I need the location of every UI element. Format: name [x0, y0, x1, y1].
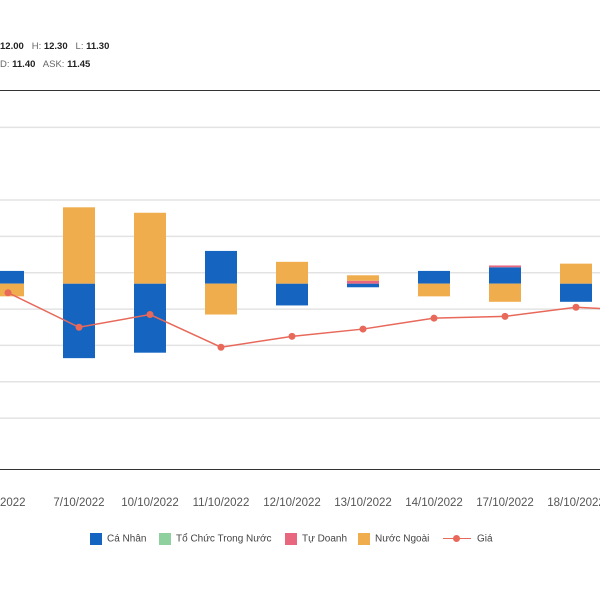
legend-swatch-tu-doanh	[285, 533, 297, 545]
low-value: 11.30	[86, 41, 110, 52]
price-point-7	[501, 312, 509, 320]
price-point-2	[146, 311, 154, 319]
price-point-3	[217, 343, 225, 351]
price-point-6	[430, 314, 438, 322]
legend-label: Tổ Chức Trong Nước	[176, 533, 272, 545]
chart-frame	[0, 90, 600, 470]
bar-2	[134, 283, 166, 353]
quote-header: 12.00 H: 12.30 L: 11.30 D: 11.40 ASK: 11…	[0, 38, 109, 74]
bar-1	[63, 283, 95, 359]
legend-label: Giá	[477, 533, 493, 545]
quote-row-1: 12.00 H: 12.30 L: 11.30	[0, 38, 109, 56]
open-value: 12.00	[0, 41, 24, 52]
x-tick-label: 18/10/2022	[547, 497, 600, 509]
legend-item-nuoc-ngoai[interactable]: Nước Ngoài	[358, 533, 429, 545]
x-tick-label: 10/10/2022	[121, 497, 179, 509]
bar-8	[560, 283, 592, 302]
legend-item-ca-nhan[interactable]: Cá Nhân	[90, 533, 146, 545]
price-line	[7, 292, 600, 349]
legend: Cá Nhân Tổ Chức Trong Nước Tự Doanh Nước…	[0, 531, 600, 551]
price-point-5	[359, 325, 367, 333]
ask-value: 11.45	[67, 59, 91, 70]
legend-swatch-ca-nhan	[90, 533, 102, 545]
x-tick-label: 12/10/2022	[263, 497, 321, 509]
legend-label: Nước Ngoài	[375, 533, 430, 545]
bar-6	[418, 270, 450, 284]
bar-8	[560, 263, 592, 284]
legend-item-to-chuc[interactable]: Tổ Chức Trong Nước	[159, 533, 272, 545]
bar-4	[276, 261, 308, 284]
bar-6	[418, 283, 450, 297]
x-axis-labels: 0/2022 7/10/2022 10/10/2022 11/10/2022 12/10…	[0, 497, 600, 509]
bid-label: D:	[0, 59, 10, 70]
legend-item-gia[interactable]: Giá	[443, 533, 493, 545]
high-value: 12.30	[43, 41, 68, 52]
price-line-layer	[4, 289, 600, 351]
bar-5	[347, 280, 379, 284]
bar-5	[347, 283, 379, 288]
bar-3	[205, 283, 237, 315]
bid-value: 11.40	[12, 59, 36, 70]
bar-4	[276, 283, 308, 306]
bar-2	[134, 212, 166, 284]
legend-label: Tự Doanh	[302, 533, 348, 545]
price-point-1	[75, 323, 83, 331]
low-label: L:	[75, 41, 84, 52]
legend-line-icon	[443, 533, 471, 545]
x-tick-label: 17/10/2022	[476, 497, 534, 509]
legend-swatch-to-chuc	[159, 533, 171, 545]
grid-layer	[0, 126, 600, 419]
x-tick-label: 7/10/2022	[53, 497, 104, 509]
bar-7	[489, 267, 521, 284]
x-tick-label: 11/10/2022	[193, 497, 250, 509]
price-point-4	[288, 332, 296, 340]
bar-3	[205, 250, 237, 284]
bar-0	[0, 270, 24, 284]
bar-1	[63, 207, 95, 284]
legend-item-tu-doanh[interactable]: Tự Doanh	[285, 533, 347, 545]
price-point-8	[572, 303, 580, 311]
bar-7	[489, 283, 521, 302]
bar-7	[489, 265, 521, 268]
x-tick-label: 14/10/2022	[405, 497, 463, 509]
legend-swatch-nuoc-ngoai	[358, 533, 370, 545]
bar-layer	[0, 207, 592, 359]
high-label: H:	[31, 41, 42, 52]
ask-label: ASK:	[42, 59, 65, 70]
legend-label: Cá Nhân	[107, 533, 147, 545]
x-tick-label: 13/10/2022	[334, 497, 392, 509]
price-point-0	[4, 289, 12, 297]
x-tick-label: 0/2022	[0, 497, 26, 509]
bar-5	[347, 275, 379, 281]
quote-row-2: D: 11.40 ASK: 11.45	[0, 56, 109, 74]
